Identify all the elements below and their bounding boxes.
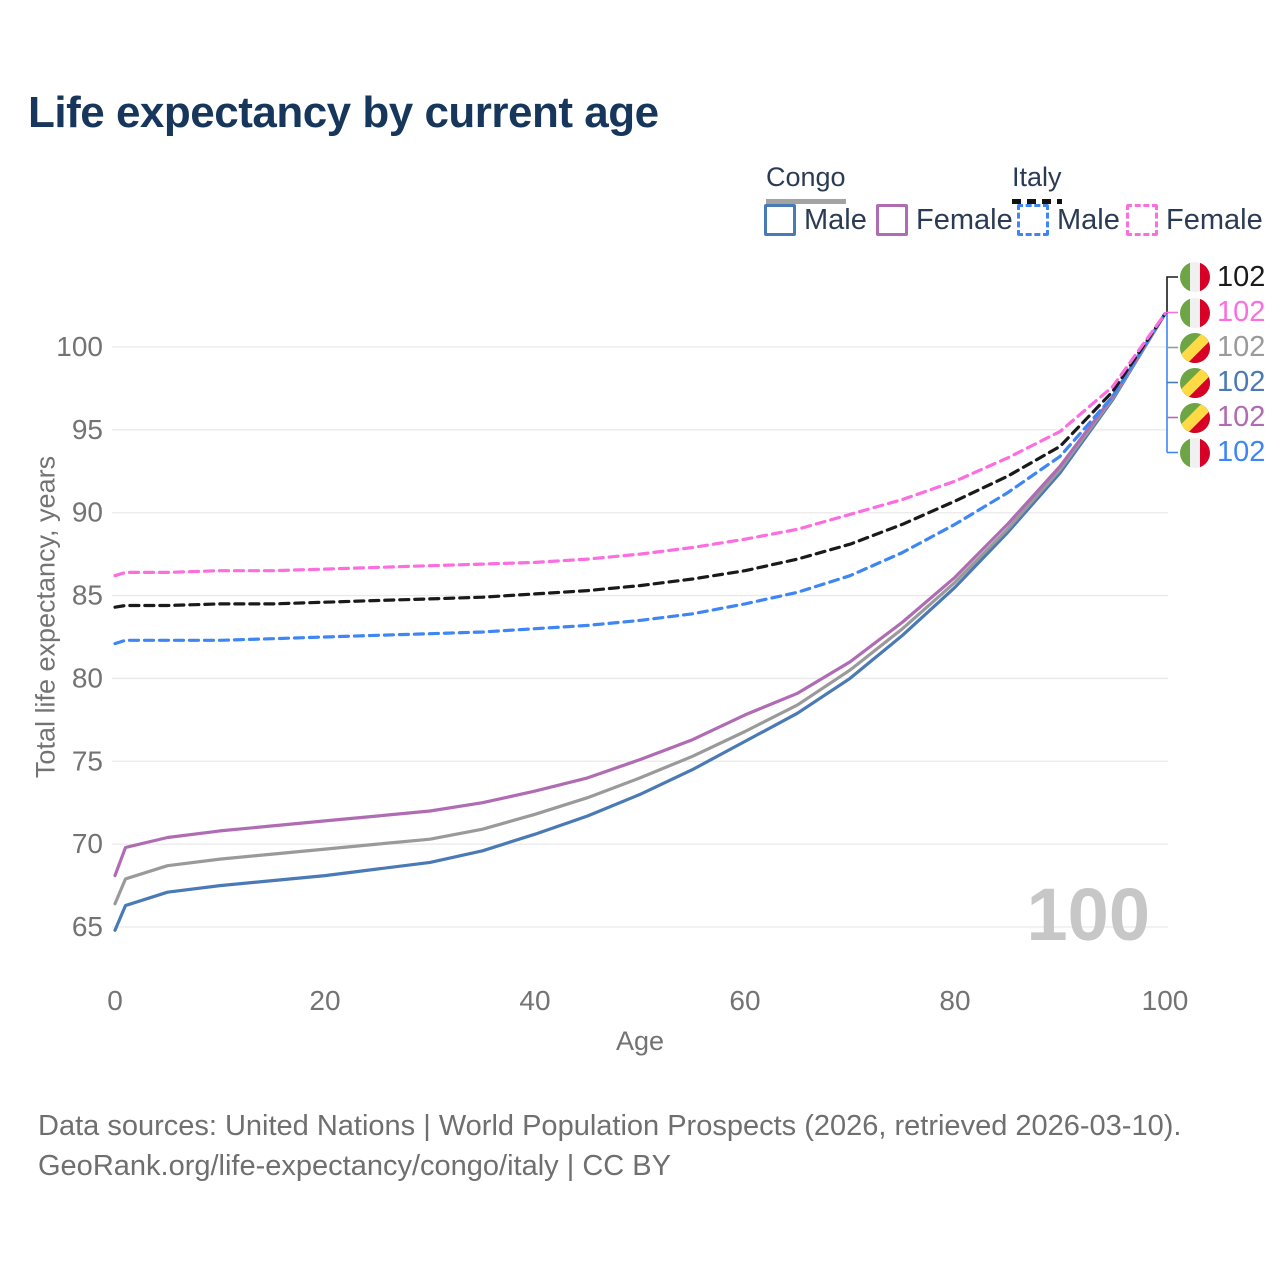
legend-item-italy-female[interactable]: Female	[1126, 204, 1263, 236]
x-tick-label: 80	[939, 985, 970, 1016]
end-label-value: 102	[1217, 401, 1266, 433]
page-title: Life expectancy by current age	[28, 88, 659, 137]
legend: Congo Italy Male Female Male Female	[0, 160, 1280, 250]
x-tick-label: 0	[107, 985, 123, 1016]
series-line-congo-male[interactable]	[113, 312, 1167, 932]
legend-congo-male-label: Male	[804, 203, 867, 236]
y-tick-label: 75	[72, 745, 103, 776]
footer: Data sources: United Nations | World Pop…	[38, 1106, 1181, 1186]
footer-sources-line: Data sources: United Nations | World Pop…	[38, 1110, 1182, 1142]
x-axis-title: Age	[615, 1026, 665, 1056]
legend-congo-female-label: Female	[916, 203, 1013, 236]
y-tick-label: 70	[72, 828, 103, 859]
age-counter-watermark: 100	[1026, 873, 1150, 956]
end-label-congo-female: 102	[1180, 401, 1265, 435]
congo-flag-icon	[1180, 332, 1210, 363]
leader-line	[1166, 276, 1178, 314]
series-line-italy-female[interactable]	[113, 312, 1167, 578]
italy-male-swatch-icon	[1017, 204, 1049, 236]
congo-female-swatch-icon	[876, 204, 908, 236]
y-tick-label: 100	[56, 331, 103, 362]
end-label-value: 102	[1217, 331, 1266, 363]
y-tick-label: 85	[72, 580, 103, 611]
legend-item-congo-male[interactable]: Male	[764, 204, 867, 236]
series-line-congo-both[interactable]	[113, 312, 1167, 906]
legend-italy-male-label: Male	[1057, 203, 1120, 236]
italy-flag-icon	[1180, 262, 1210, 292]
legend-italy-label: Italy	[1012, 162, 1062, 192]
end-label-italy-female: 102	[1180, 296, 1265, 330]
legend-item-congo-female[interactable]: Female	[876, 204, 1013, 236]
series-line-congo-female[interactable]	[113, 312, 1167, 878]
end-label-value: 102	[1217, 296, 1266, 328]
end-label-value: 102	[1217, 436, 1266, 468]
y-tick-label: 80	[72, 662, 103, 693]
italy-dashed-underline	[1012, 199, 1062, 204]
congo-male-swatch-icon	[764, 204, 796, 236]
legend-country-congo[interactable]: Congo	[766, 162, 846, 204]
end-label-congo-male: 102	[1180, 366, 1265, 400]
legend-item-italy-male[interactable]: Male	[1017, 204, 1120, 236]
x-tick-label: 40	[519, 985, 550, 1016]
italy-flag-icon	[1180, 297, 1210, 328]
congo-flag-icon	[1180, 402, 1210, 433]
series-line-italy-both[interactable]	[113, 312, 1167, 609]
footer-link-line: GeoRank.org/life-expectancy/congo/italy …	[38, 1150, 671, 1183]
legend-congo-label: Congo	[766, 162, 846, 192]
end-label-value: 102	[1217, 366, 1266, 398]
series-line-italy-male[interactable]	[113, 312, 1167, 646]
italy-female-swatch-icon	[1126, 204, 1158, 236]
italy-flag-icon	[1180, 437, 1210, 468]
y-tick-label: 90	[72, 497, 103, 528]
congo-flag-icon	[1180, 367, 1210, 398]
y-tick-label: 65	[72, 911, 103, 942]
legend-country-italy[interactable]: Italy	[1012, 162, 1062, 204]
y-axis-title: Total life expectancy, years	[30, 455, 61, 779]
end-label-italy-male: 102	[1180, 436, 1265, 470]
y-tick-label: 95	[72, 414, 103, 445]
x-tick-label: 100	[1142, 985, 1189, 1016]
end-label-italy-both: 102	[1180, 260, 1265, 294]
end-label-congo-both: 102	[1180, 331, 1265, 365]
end-label-value: 102	[1217, 260, 1266, 293]
x-tick-label: 60	[729, 985, 760, 1016]
x-tick-label: 20	[309, 985, 340, 1016]
legend-italy-female-label: Female	[1166, 203, 1263, 236]
